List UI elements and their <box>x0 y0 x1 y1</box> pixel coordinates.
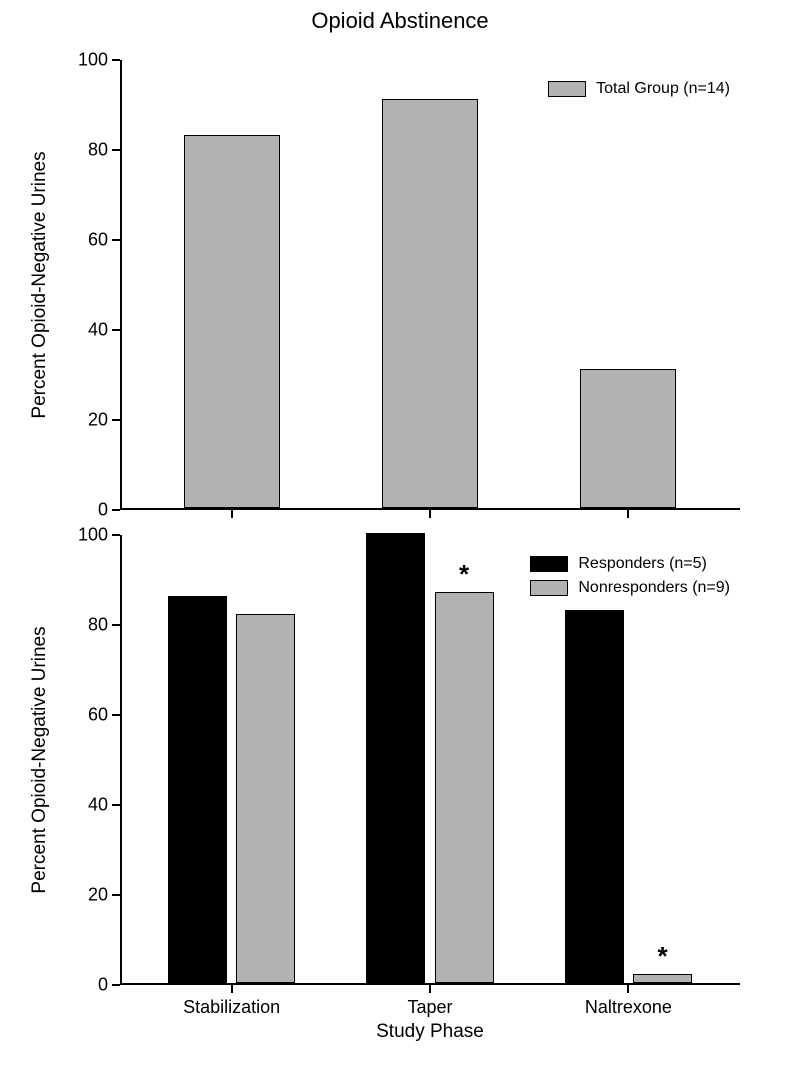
y-tick-label: 60 <box>68 705 108 726</box>
legend-label: Nonresponders (n=9) <box>578 579 730 597</box>
bottom-panel: Percent Opioid-Negative Urines Study Pha… <box>120 535 740 985</box>
y-tick-label: 20 <box>68 885 108 906</box>
legend-item: Total Group (n=14) <box>548 80 730 98</box>
y-tick-label: 80 <box>68 140 108 161</box>
x-tick <box>231 985 233 993</box>
significance-marker: * <box>657 941 667 972</box>
x-tick <box>231 510 233 518</box>
legend-label: Total Group (n=14) <box>596 80 730 98</box>
y-tick-label: 100 <box>68 50 108 71</box>
x-axis-title: Study Phase <box>376 1021 484 1043</box>
bar <box>580 369 676 509</box>
bar <box>236 614 295 983</box>
y-tick-label: 0 <box>68 500 108 521</box>
y-tick-label: 40 <box>68 320 108 341</box>
y-tick-label: 20 <box>68 410 108 431</box>
x-tick <box>627 510 629 518</box>
chart-title: Opioid Abstinence <box>0 8 800 34</box>
y-tick <box>112 419 120 421</box>
bar <box>633 974 692 983</box>
y-tick <box>112 239 120 241</box>
y-tick <box>112 534 120 536</box>
y-tick <box>112 624 120 626</box>
top-plot-area: Percent Opioid-Negative Urines Total Gro… <box>120 60 740 510</box>
bottom-legend: Responders (n=5) Nonresponders (n=9) <box>530 555 730 603</box>
x-tick-label: Stabilization <box>183 997 280 1018</box>
top-panel: Percent Opioid-Negative Urines Total Gro… <box>120 60 740 510</box>
y-tick <box>112 509 120 511</box>
y-tick <box>112 149 120 151</box>
y-tick-label: 80 <box>68 615 108 636</box>
y-tick <box>112 59 120 61</box>
x-tick <box>429 985 431 993</box>
bar <box>435 592 494 984</box>
legend-label: Responders (n=5) <box>578 555 707 573</box>
figure-container: Opioid Abstinence Percent Opioid-Negativ… <box>0 0 800 1091</box>
bar <box>382 99 478 509</box>
x-tick <box>627 985 629 993</box>
x-tick <box>429 510 431 518</box>
legend-item: Nonresponders (n=9) <box>530 579 730 597</box>
bar <box>565 610 624 984</box>
significance-marker: * <box>459 559 469 590</box>
y-tick <box>112 329 120 331</box>
y-tick <box>112 804 120 806</box>
top-y-axis <box>120 60 122 510</box>
bar <box>366 533 425 983</box>
bar <box>184 135 280 509</box>
y-tick <box>112 984 120 986</box>
top-legend: Total Group (n=14) <box>548 80 730 104</box>
y-tick <box>112 714 120 716</box>
x-tick-label: Naltrexone <box>585 997 672 1018</box>
bottom-y-axis-title: Percent Opioid-Negative Urines <box>29 626 51 893</box>
y-tick <box>112 894 120 896</box>
y-tick-label: 100 <box>68 525 108 546</box>
legend-swatch <box>548 81 586 97</box>
legend-swatch <box>530 580 568 596</box>
bar <box>168 596 227 983</box>
bottom-plot-area: Percent Opioid-Negative Urines Study Pha… <box>120 535 740 985</box>
y-tick-label: 0 <box>68 975 108 996</box>
y-tick-label: 40 <box>68 795 108 816</box>
legend-item: Responders (n=5) <box>530 555 730 573</box>
legend-swatch <box>530 556 568 572</box>
top-y-axis-title: Percent Opioid-Negative Urines <box>29 151 51 418</box>
x-tick-label: Taper <box>407 997 452 1018</box>
y-tick-label: 60 <box>68 230 108 251</box>
bottom-y-axis <box>120 535 122 985</box>
